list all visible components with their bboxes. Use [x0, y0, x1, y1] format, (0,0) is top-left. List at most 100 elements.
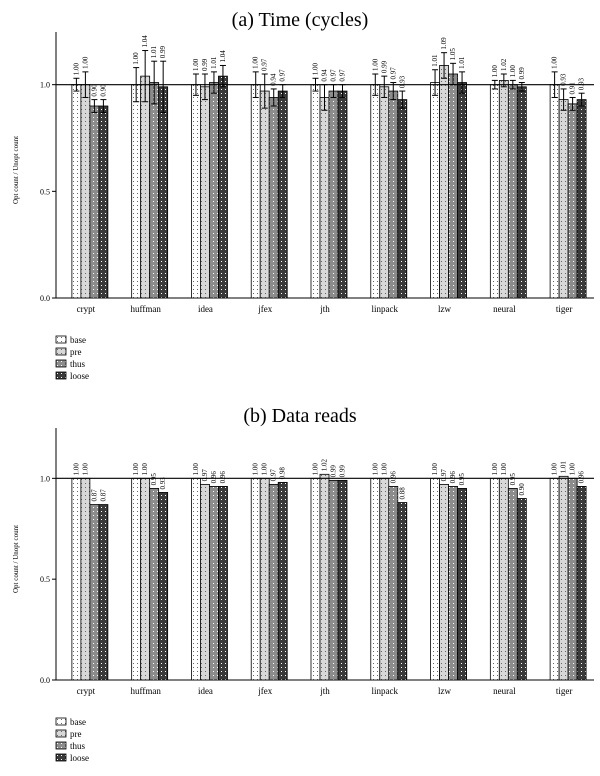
data-label: 0.88: [398, 487, 406, 500]
legend-swatch-loose: [55, 753, 67, 762]
data-label: 1.01: [560, 461, 568, 474]
bar-idea-base: [191, 84, 201, 299]
data-label: 0.91: [569, 82, 577, 95]
data-label: 1.00: [431, 463, 439, 476]
bar-crypt-thus: [89, 504, 100, 681]
bar-lzw-thus: [448, 73, 458, 299]
bar-crypt-base: [71, 84, 82, 299]
bar-jfex-thus: [268, 97, 279, 299]
data-label: 1.00: [371, 463, 379, 476]
legend-label-loose: loose: [70, 753, 89, 763]
data-label: 0.90: [518, 483, 526, 496]
data-label: 1.00: [371, 58, 379, 71]
x-tick-label-neural: neural: [493, 304, 516, 314]
data-label: 1.04: [219, 50, 227, 63]
data-label: 1.00: [252, 463, 260, 476]
legend-label-base: base: [70, 335, 86, 345]
data-label: 0.99: [380, 60, 388, 73]
data-label: 1.00: [380, 463, 388, 476]
bar-jth-thus: [328, 90, 339, 299]
bar-tiger-loose: [576, 99, 587, 299]
y-axis-label: Opt count / Unopt count: [12, 136, 20, 204]
data-label: 0.99: [159, 45, 167, 58]
y-tick-label: 0.0: [40, 294, 50, 303]
bar-linpack-thus: [388, 90, 399, 299]
data-label: 0.97: [389, 67, 397, 80]
data-label: 1.00: [261, 463, 269, 476]
bar-neural-thus: [507, 488, 518, 681]
data-label: 0.97: [270, 469, 278, 482]
data-label: 1.05: [449, 48, 457, 61]
x-tick-label-huffman: huffman: [131, 686, 162, 696]
bar-jfex-thus: [268, 483, 279, 681]
bar-huffman-thus: [149, 82, 160, 299]
bar-huffman-loose: [158, 492, 169, 681]
data-label: 1.01: [458, 56, 466, 69]
data-label: 1.00: [491, 463, 499, 476]
bar-huffman-pre: [140, 75, 151, 299]
data-label: 0.94: [321, 69, 329, 82]
data-label: 1.01: [431, 54, 439, 67]
x-tick-label-huffman: huffman: [131, 304, 162, 314]
bar-jfex-pre: [259, 90, 270, 299]
data-label: 0.93: [578, 77, 586, 90]
data-label: 1.00: [252, 56, 260, 69]
bar-jth-loose: [337, 90, 348, 299]
bar-idea-thus: [209, 82, 219, 299]
data-label: 0.96: [449, 471, 457, 484]
legend-label-loose: loose: [70, 371, 89, 381]
data-label: 0.87: [90, 489, 98, 502]
bar-linpack-thus: [388, 486, 399, 681]
legend-label-thus: thus: [70, 741, 86, 751]
data-label: 0.97: [330, 69, 338, 82]
x-tick-label-jfex: jfex: [257, 304, 272, 314]
y-axis-label: Opt count / Unopt count: [12, 525, 20, 593]
legend-label-base: base: [70, 717, 86, 727]
data-label: 1.02: [500, 58, 508, 71]
x-tick-label-lzw: lzw: [438, 686, 451, 696]
data-label: 0.87: [99, 489, 107, 502]
data-label: 0.93: [560, 73, 568, 86]
bar-tiger-thus: [567, 477, 578, 681]
data-label: 1.00: [81, 463, 89, 476]
data-label: 0.93: [398, 75, 406, 88]
bar-jth-pre: [319, 473, 330, 681]
bar-linpack-loose: [397, 502, 408, 681]
x-tick-label-jth: jth: [319, 686, 330, 696]
data-label: 0.97: [279, 69, 287, 82]
bar-huffman-base: [131, 84, 142, 299]
data-label: 1.00: [312, 63, 320, 76]
chart-time-cycles: (a) Time (cycles) Opt count / Unopt count…: [12, 9, 594, 381]
data-label: 0.99: [339, 465, 347, 478]
x-tick-label-idea: idea: [198, 686, 213, 696]
data-label: 1.00: [132, 463, 140, 476]
data-label: 1.01: [210, 56, 218, 69]
bar-lzw-pre: [439, 483, 449, 681]
legend-swatch-base: [55, 717, 67, 726]
x-tick-label-linpack: linpack: [372, 304, 399, 314]
data-label: 0.98: [279, 467, 287, 480]
chart-data-reads-svg: (b) Data reads Opt count / Unopt count 0.0…: [12, 405, 594, 763]
bar-lzw-thus: [448, 486, 458, 681]
bar-jth-loose: [337, 479, 348, 681]
bar-neural-base: [489, 477, 500, 681]
bar-neural-base: [489, 84, 500, 299]
data-label: 1.00: [192, 463, 200, 476]
bar-jth-base: [310, 477, 321, 681]
y-tick-label: 1.0: [40, 474, 50, 483]
chart-title: (a) Time (cycles): [232, 9, 369, 31]
data-label: 1.04: [141, 35, 149, 48]
data-label: 1.00: [500, 463, 508, 476]
bar-jth-thus: [328, 479, 339, 681]
data-label: 1.00: [551, 56, 559, 69]
data-label: 1.00: [72, 463, 80, 476]
legend-swatch-loose: [55, 371, 67, 380]
y-tick-label: 0.5: [40, 575, 50, 584]
legend-label-pre: pre: [70, 729, 82, 739]
bar-tiger-pre: [558, 475, 569, 681]
data-label: 0.96: [389, 471, 397, 484]
bar-linpack-base: [370, 84, 381, 299]
legend-swatch-base: [55, 335, 67, 344]
legend-label-pre: pre: [70, 347, 82, 357]
data-label: 0.95: [509, 473, 517, 486]
